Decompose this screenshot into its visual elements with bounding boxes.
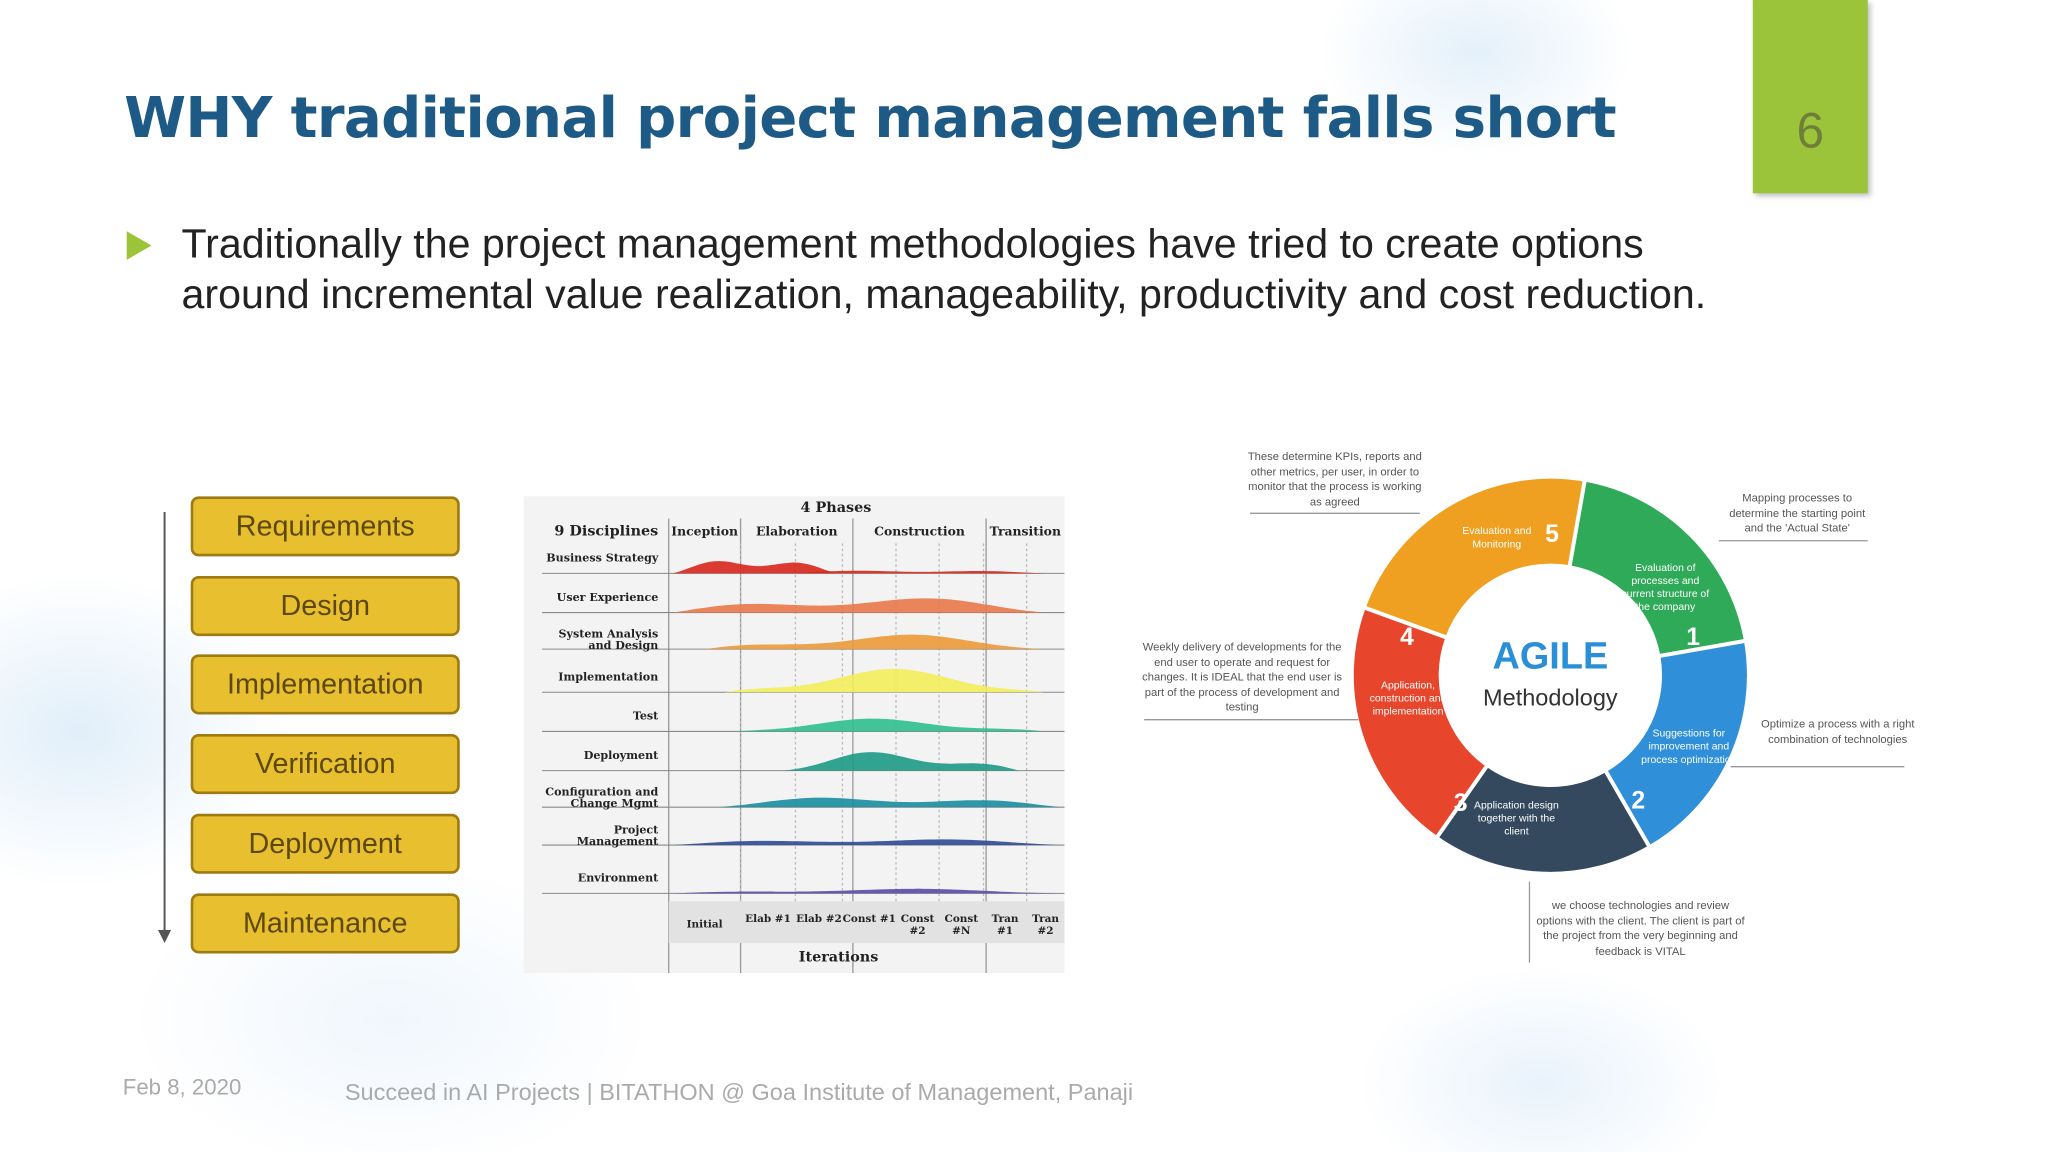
iteration-label: Tran #1: [991, 911, 1019, 937]
phase-label: Transition: [989, 525, 1061, 540]
iteration-label: Const #N: [944, 911, 979, 937]
segment-label: Application, construction and implementa…: [1369, 679, 1447, 718]
iteration-label: Const #2: [900, 911, 935, 937]
iteration-band: [668, 901, 1065, 944]
waterfall-step: Maintenance: [190, 892, 460, 953]
segment-number: 4: [1400, 624, 1414, 652]
waterfall-step: Requirements: [190, 496, 460, 557]
iteration-label: Const #1: [842, 911, 896, 925]
waterfall-step: Verification: [190, 734, 460, 795]
segment-label: Application design together with the cli…: [1473, 799, 1559, 838]
iteration-label: Initial: [686, 916, 723, 930]
agile-note: Weekly delivery of developments for the …: [1142, 639, 1343, 714]
phases-title: 4 Phases: [800, 498, 872, 516]
segment-label: Evaluation and Monitoring: [1462, 525, 1532, 550]
segment-number: 2: [1631, 787, 1646, 816]
phase-label: Inception: [671, 525, 738, 540]
activity-hump: [783, 752, 1019, 771]
agile-segment: [1602, 638, 1751, 850]
discipline-label: Configuration and Change Mgmt: [545, 786, 659, 812]
discipline-label: Project Management: [576, 824, 659, 849]
phase-label: Construction: [874, 525, 965, 540]
agile-segment: [1433, 762, 1653, 876]
segment-number: 5: [1545, 521, 1559, 549]
iteration-label: Elab #1: [745, 911, 791, 925]
agile-segment: [1567, 477, 1749, 659]
discipline-label: Deployment: [583, 749, 659, 763]
disciplines-title: 9 Disciplines: [554, 522, 659, 540]
activity-hump: [724, 668, 1045, 693]
activity-hump: [672, 839, 1061, 846]
iteration-label: Tran #2: [1032, 911, 1059, 937]
agile-segment: [1349, 604, 1491, 841]
discipline-label: User Experience: [556, 591, 659, 605]
arrow-head: [158, 929, 172, 944]
agile-note: Optimize a process with a right combinat…: [1760, 717, 1915, 746]
bullet-text: Traditionally the project management met…: [181, 219, 1707, 318]
activity-hump: [718, 797, 1061, 808]
iteration-label: Elab #2: [796, 911, 842, 925]
waterfall-step: Deployment: [190, 813, 460, 874]
agile-subtitle: Methodology: [1483, 684, 1618, 711]
agile-note: we choose technologies and review option…: [1536, 898, 1745, 957]
segment-number: 3: [1453, 790, 1468, 818]
discipline-label: Environment: [577, 872, 659, 886]
footer-text: Succeed in AI Projects | BITATHON @ Goa …: [344, 1078, 1134, 1105]
discipline-label: Business Strategy: [546, 552, 659, 566]
agile-note: Mapping processes to determine the start…: [1729, 491, 1866, 535]
activity-hump: [705, 634, 1045, 650]
discipline-label: Implementation: [558, 671, 659, 685]
iterations-title: Iterations: [798, 948, 879, 966]
agile-note: These determine KPIs, reports and other …: [1247, 449, 1422, 508]
activity-hump: [731, 718, 1045, 732]
slide-title: WHY traditional project management falls…: [124, 86, 1617, 152]
segment-label: Evaluation of processes and current stru…: [1621, 561, 1710, 613]
segment-number: 1: [1686, 624, 1701, 652]
activity-hump: [783, 570, 1045, 574]
segment-label: Suggestions for improvement and process …: [1641, 727, 1737, 766]
footer-date: Feb 8, 2020: [122, 1074, 242, 1100]
slide-number: 6: [1796, 104, 1825, 160]
slide-number-box: [1752, 0, 1868, 194]
agile-title: AGILE: [1492, 636, 1609, 678]
waterfall-step: Design: [190, 575, 460, 636]
activity-hump: [672, 598, 1045, 613]
activity-hump: [672, 561, 836, 574]
agile-segment: [1361, 474, 1588, 641]
activity-hump: [672, 888, 1061, 894]
phase-label: Elaboration: [755, 525, 838, 540]
bullet-marker: [126, 231, 152, 260]
discipline-label: System Analysis and Design: [558, 628, 659, 654]
agile-center: [1443, 568, 1658, 783]
discipline-label: Test: [632, 710, 659, 724]
waterfall-step: Implementation: [190, 654, 460, 715]
